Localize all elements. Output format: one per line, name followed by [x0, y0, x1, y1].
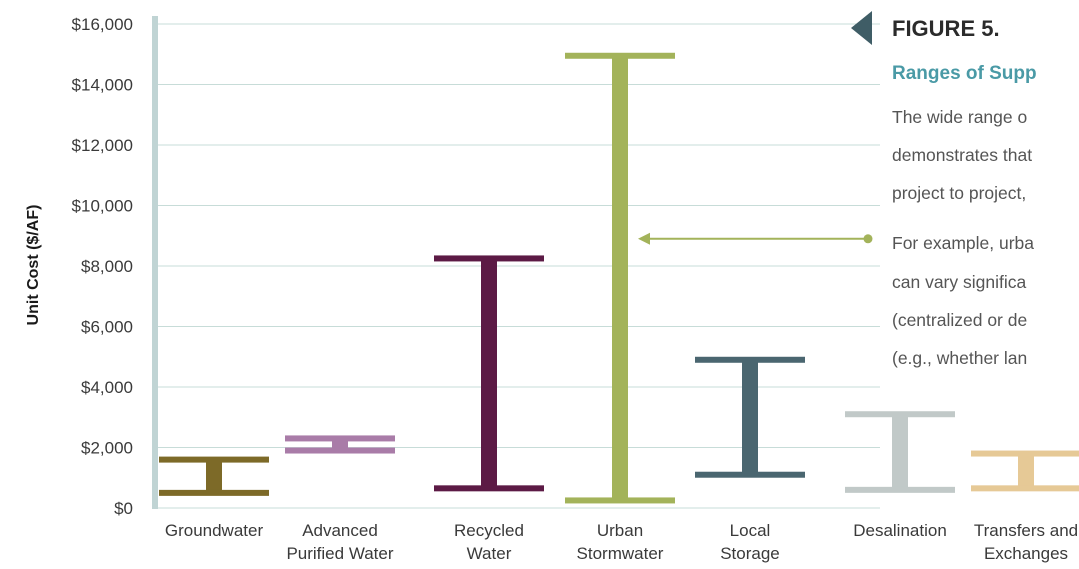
y-tick-label: $16,000 [72, 15, 133, 34]
caption-line: For example, urba [892, 233, 1034, 253]
category-label: Desalination [853, 521, 947, 540]
y-tick-label: $6,000 [81, 318, 133, 337]
y-tick-label: $10,000 [72, 197, 133, 216]
category-label: Stormwater [577, 544, 664, 563]
y-tick-label: $14,000 [72, 76, 133, 95]
range-bar-stem [332, 438, 348, 451]
annotation-arrow [638, 232, 873, 245]
range-bar [285, 435, 395, 454]
annotation-dot [863, 234, 873, 244]
caption-line: project to project, [892, 183, 1026, 203]
range-bar-high-cap [845, 411, 955, 418]
range-bar [159, 456, 269, 496]
category-label: Transfers and [974, 521, 1078, 540]
range-bar-low-cap [434, 485, 544, 492]
y-axis [152, 16, 158, 509]
range-bar [695, 356, 805, 478]
figure-caption-panel: FIGURE 5. Ranges of Supp The wide range … [851, 11, 1037, 368]
figure-marker-icon [851, 11, 872, 45]
y-axis-label: Unit Cost ($/AF) [25, 205, 42, 326]
range-bar-stem [742, 359, 758, 475]
category-label: Water [467, 544, 512, 563]
y-tick-label: $4,000 [81, 378, 133, 397]
annotation-arrowhead [638, 232, 650, 245]
category-label: Groundwater [165, 521, 264, 540]
range-bars [159, 52, 1079, 504]
figure-subtitle: Ranges of Supp [892, 63, 1037, 84]
range-bar [845, 411, 955, 493]
range-bar-stem [892, 414, 908, 490]
range-bar-low-cap [159, 489, 269, 496]
y-tick-labels: $0 $2,000 $4,000 $6,000 $8,000 $10,000 $12,000… [72, 15, 133, 518]
category-label: Urban [597, 521, 643, 540]
caption-line: can vary significa [892, 272, 1026, 292]
range-bar [565, 52, 675, 504]
range-bar-stem [612, 55, 628, 501]
y-tick-label: $12,000 [72, 136, 133, 155]
range-bar-stem [1018, 453, 1034, 489]
category-labels: Groundwater Advanced Purified Water Recycle… [165, 521, 1078, 563]
range-bar-low-cap [285, 447, 395, 454]
caption-line: (centralized or de [892, 310, 1027, 330]
caption-line: The wide range o [892, 107, 1027, 127]
range-bar-high-cap [565, 52, 675, 59]
y-tick-label: $2,000 [81, 439, 133, 458]
range-bar-high-cap [285, 435, 395, 442]
figure-number: FIGURE 5. [892, 16, 1000, 41]
range-bar-high-cap [695, 356, 805, 363]
range-bar-high-cap [159, 456, 269, 463]
range-bar-stem [481, 258, 497, 489]
range-bar [434, 255, 544, 492]
category-label: Recycled [454, 521, 524, 540]
category-label: Storage [720, 544, 780, 563]
category-label: Local [730, 521, 771, 540]
range-bar-high-cap [434, 255, 544, 262]
range-bar-low-cap [845, 486, 955, 493]
y-tick-label: $8,000 [81, 257, 133, 276]
range-bar-low-cap [695, 471, 805, 478]
range-bar-low-cap [971, 485, 1079, 492]
category-label: Exchanges [984, 544, 1068, 563]
range-bar-high-cap [971, 450, 1079, 457]
category-label: Purified Water [286, 544, 393, 563]
range-bar-low-cap [565, 497, 675, 504]
caption-line: (e.g., whether lan [892, 348, 1027, 368]
gridlines [152, 23, 880, 509]
caption-line: demonstrates that [892, 145, 1032, 165]
range-bar-stem [206, 459, 222, 493]
y-tick-label: $0 [114, 499, 133, 518]
range-bar [971, 450, 1079, 492]
category-label: Advanced [302, 521, 378, 540]
